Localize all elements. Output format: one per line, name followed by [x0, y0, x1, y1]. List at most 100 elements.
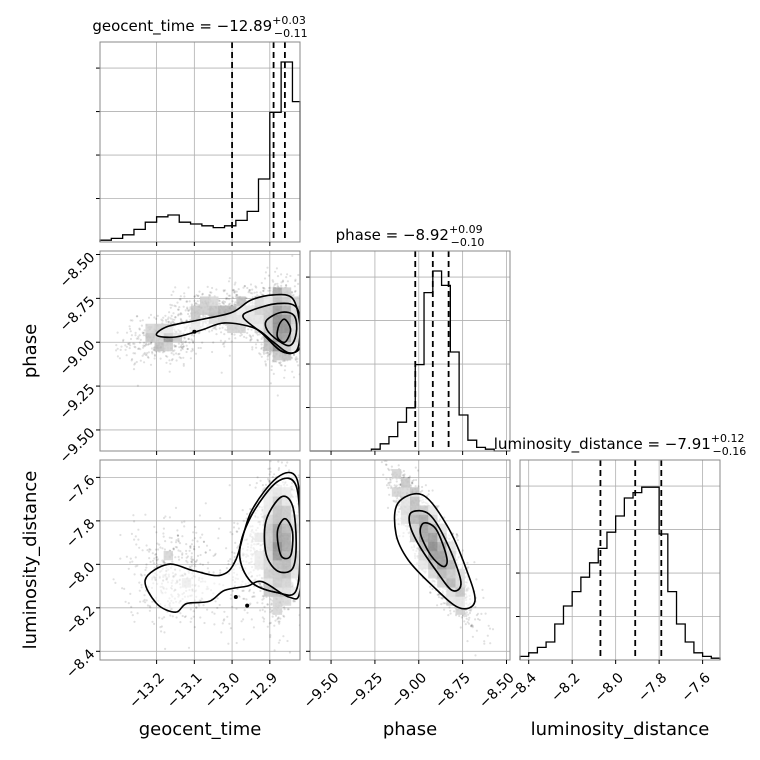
sample-point [172, 312, 175, 315]
sample-point [233, 555, 236, 559]
sample-point [260, 347, 263, 350]
sample-point [273, 624, 276, 627]
sample-point [152, 559, 155, 562]
sample-point [145, 544, 148, 547]
sample-point [208, 294, 211, 297]
sample-point [255, 291, 258, 294]
sample-point [294, 279, 297, 283]
sample-point [188, 315, 191, 318]
sample-point [180, 343, 183, 346]
sample-point [266, 266, 269, 269]
sample-point [190, 552, 193, 555]
sample-point [199, 346, 202, 350]
sample-point [175, 616, 178, 619]
sample-point [269, 611, 272, 614]
sample-point [152, 348, 155, 352]
sample-point [215, 333, 218, 336]
sample-point [138, 334, 141, 337]
sample-point [127, 342, 130, 345]
sample-point [190, 303, 193, 306]
sample-point [130, 359, 133, 362]
sample-point [192, 340, 195, 344]
sample-point [156, 558, 159, 561]
sample-point [273, 473, 276, 476]
sample-point [179, 295, 182, 298]
sample-point [119, 533, 122, 537]
sample-point [153, 357, 156, 360]
sample-point [274, 282, 277, 286]
panel-frame [99, 41, 301, 243]
sample-point [173, 304, 176, 307]
sample-point [186, 307, 189, 310]
sample-point [209, 294, 212, 297]
sample-point [283, 606, 286, 609]
sample-point [122, 339, 125, 343]
sample-point [167, 320, 170, 324]
density-cell [190, 305, 201, 315]
sample-point [116, 347, 119, 350]
sample-point [179, 312, 182, 315]
sample-point [252, 626, 255, 629]
sample-point [284, 364, 287, 368]
sample-point [164, 354, 168, 358]
sample-point [231, 589, 234, 593]
sample-point [304, 302, 306, 304]
sample-point [267, 467, 270, 470]
sample-point [230, 340, 233, 343]
sample-point [278, 453, 280, 455]
sample-point [184, 615, 187, 618]
sample-point [141, 354, 144, 357]
isolated-point [192, 329, 197, 334]
density-cell [236, 296, 246, 306]
sample-point [281, 279, 285, 282]
title-phase: phase = −8.92+0.09 −0.10 [336, 223, 485, 249]
sample-point [139, 348, 142, 351]
sample-point [169, 362, 172, 365]
sample-point [281, 280, 285, 283]
sample-point [266, 358, 269, 361]
sample-point [269, 382, 272, 385]
sample-point [132, 368, 136, 371]
sample-point [297, 474, 300, 477]
density-cell [281, 351, 292, 361]
sample-point [131, 614, 134, 617]
sample-point [182, 364, 185, 367]
sample-point [250, 328, 253, 331]
sample-point [223, 618, 226, 621]
sample-point [184, 309, 187, 312]
sample-point [282, 359, 285, 363]
sample-point [180, 318, 183, 322]
sample-point [122, 338, 125, 341]
sample-point [277, 460, 280, 463]
title-geocent_time: geocent_time = −12.89+0.03 −0.11 [92, 14, 307, 40]
sample-point [228, 294, 231, 297]
sample-point [251, 292, 254, 295]
sample-point [213, 325, 216, 328]
sample-point [189, 545, 192, 548]
sample-point [146, 352, 149, 355]
sample-point [174, 545, 177, 549]
sample-point [143, 341, 146, 344]
sample-point [186, 306, 189, 309]
sample-point [206, 567, 209, 570]
sample-point [174, 556, 177, 559]
sample-point [154, 548, 158, 551]
sample-point [180, 346, 184, 350]
sample-point [255, 482, 258, 485]
sample-point [128, 325, 131, 328]
sample-point [263, 610, 267, 613]
sample-point [130, 605, 133, 609]
sample-point [153, 557, 156, 560]
sample-point [254, 285, 257, 288]
sample-point [270, 365, 273, 368]
panel-frame [309, 250, 511, 452]
sample-point [187, 338, 190, 341]
sample-point [147, 356, 150, 359]
sample-point [197, 294, 200, 297]
sample-point [283, 615, 286, 618]
sample-point [243, 335, 246, 338]
sample-point [195, 606, 198, 609]
sample-point [270, 610, 274, 613]
sample-point [268, 622, 271, 625]
sample-point [213, 612, 216, 615]
